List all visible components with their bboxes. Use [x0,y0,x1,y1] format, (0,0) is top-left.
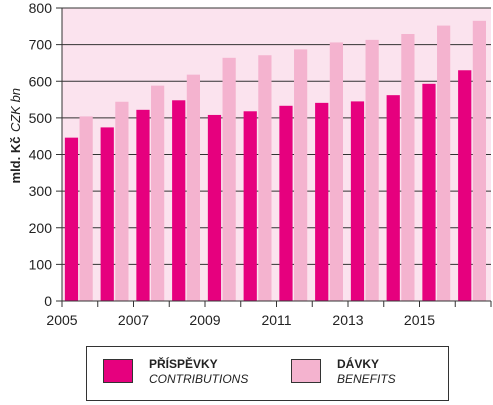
bar-contributions-2011 [279,105,293,301]
x-tick-label-2013: 2013 [332,312,363,328]
y-tick-labels: 0 100 200 300 400 500 600 700 800 [29,0,62,309]
bar-contributions-2012 [315,102,329,301]
y-axis-title-en: CZK bn [8,88,23,132]
y-axis-label-en: CZK bn [8,88,23,132]
bar-contributions-2009 [207,114,222,301]
legend-swatch-contributions [103,359,133,383]
y-tick-label-200: 200 [29,220,53,236]
bar-contributions-2005 [64,137,79,301]
bars [64,20,486,302]
bar-contributions-2008 [172,100,186,301]
bar-benefits-2013 [365,39,379,302]
bar-benefits-2011 [294,49,308,302]
bar-benefits-2016 [472,20,486,301]
legend-text-contributions: PŘÍSPĚVKY CONTRIBUTIONS [149,357,248,387]
x-tick-label-2005: 2005 [46,312,77,328]
bar-contributions-2014 [386,95,400,301]
y-axis-title: mld. Kč [8,137,23,184]
x-tick-labels: 2005 2007 2009 2011 2013 2015 [46,301,492,328]
bar-benefits-2007 [151,85,165,302]
y-tick-label-700: 700 [29,37,53,53]
y-tick-label-600: 600 [29,73,53,89]
legend-label-contributions: PŘÍSPĚVKY [149,357,218,371]
bar-benefits-2010 [258,55,272,302]
gridlines [62,7,491,265]
bar-benefits-2014 [401,34,415,301]
bar-contributions-2013 [350,101,365,301]
legend: PŘÍSPĚVKY CONTRIBUTIONS DÁVKY BENEFITS [86,346,449,401]
x-tick-label-2007: 2007 [118,312,149,328]
bar-contributions-2016 [458,70,472,301]
x-tick-label-2015: 2015 [404,312,435,328]
legend-label-benefits: DÁVKY [337,357,380,371]
legend-swatch-benefits [291,359,321,383]
legend-label-contributions-en: CONTRIBUTIONS [149,372,249,386]
bar-benefits-2012 [329,42,343,302]
legend-text-benefits: DÁVKY BENEFITS [337,357,396,387]
x-tick-label-2011: 2011 [261,312,291,328]
y-tick-label-800: 800 [29,0,53,16]
bar-benefits-2015 [437,25,451,302]
bar-benefits-2008 [186,74,200,301]
y-tick-label-500: 500 [29,110,53,126]
x-tick-label-2009: 2009 [189,312,220,328]
y-tick-label-0: 0 [44,293,52,309]
plot-area [61,7,491,302]
bar-contributions-2015 [422,83,436,301]
y-axis-label: mld. Kč [8,137,23,184]
bar-benefits-2005 [79,116,93,301]
y-tick-label-300: 300 [29,183,53,199]
bar-contributions-2007 [136,109,150,301]
y-tick-label-400: 400 [29,147,53,163]
y-tick-label-100: 100 [29,256,53,272]
bar-contributions-2006 [100,127,114,302]
legend-label-benefits-en: BENEFITS [337,372,396,386]
bar-benefits-2006 [115,101,129,301]
bar-contributions-2010 [243,111,257,301]
bar-benefits-2009 [222,57,236,302]
